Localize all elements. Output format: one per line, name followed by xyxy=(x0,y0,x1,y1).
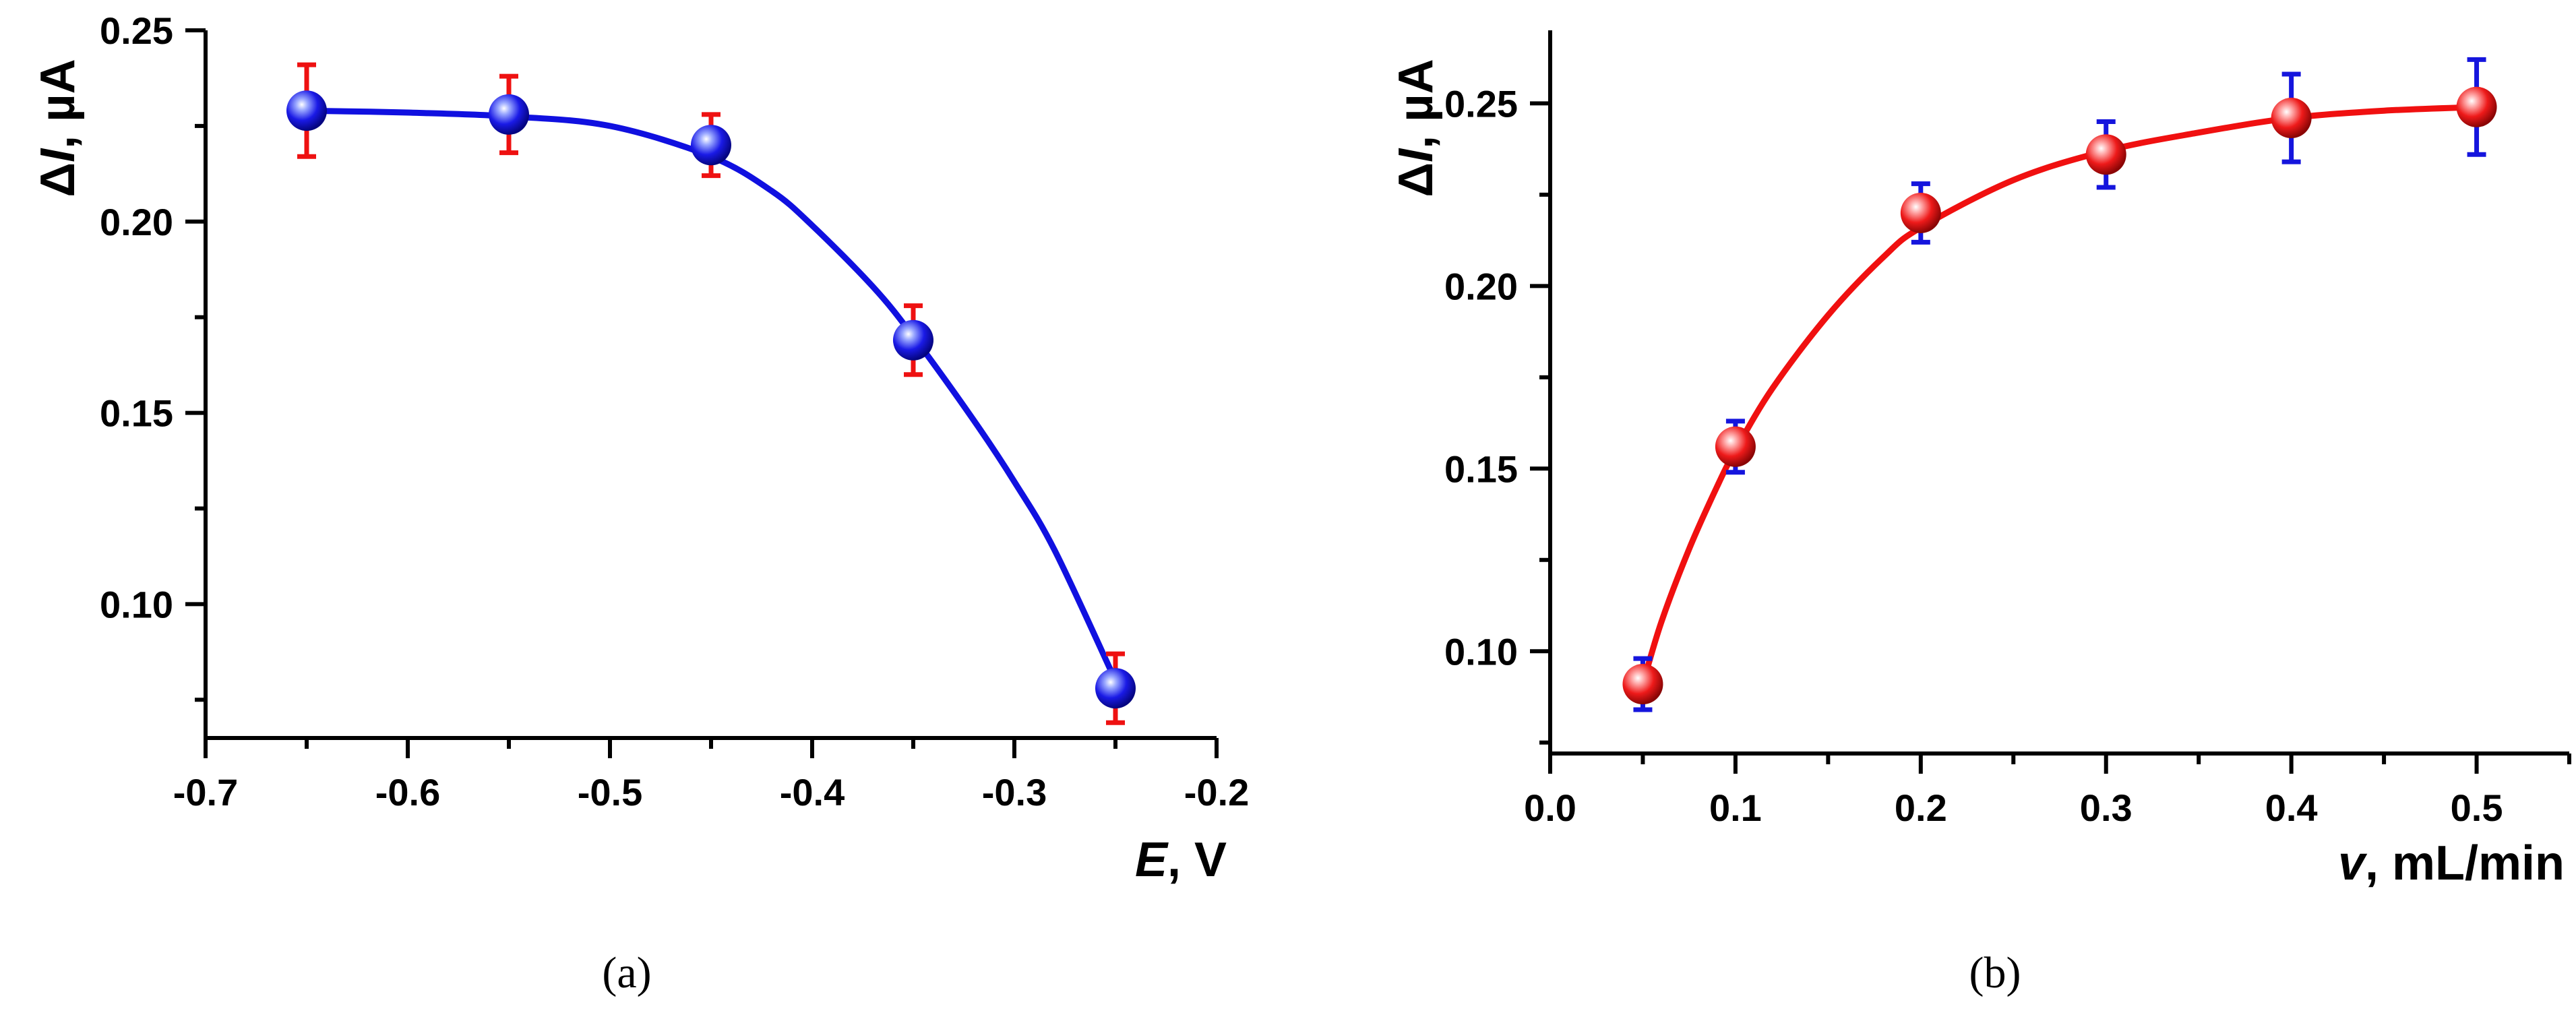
y-tick-label: 0.10 xyxy=(1444,630,1518,673)
y-tick-label: 0.15 xyxy=(1444,448,1518,490)
data-point xyxy=(1095,668,1136,709)
data-point xyxy=(1900,192,1941,233)
x-tick-label: 0.2 xyxy=(1895,787,1947,829)
y-tick-label: 0.25 xyxy=(100,9,173,52)
x-axis-title-a: E, V xyxy=(1135,833,1227,887)
x-tick-label: 0.4 xyxy=(2265,787,2318,829)
y-tick-label: 0.25 xyxy=(1444,82,1518,125)
data-point xyxy=(1622,664,1663,705)
x-tick-label: 0.5 xyxy=(2451,787,2503,829)
data-point xyxy=(2456,86,2497,127)
y-tick-label: 0.10 xyxy=(100,583,173,625)
data-point xyxy=(489,94,529,135)
data-point xyxy=(691,125,731,166)
caption-a: (a) xyxy=(602,948,651,997)
x-tick-label: -0.7 xyxy=(173,771,239,813)
data-point xyxy=(2271,98,2312,139)
data-point xyxy=(893,319,933,361)
x-tick-label: 0.3 xyxy=(2080,787,2133,829)
caption-b: (b) xyxy=(1969,948,2021,997)
x-tick-label: -0.6 xyxy=(375,771,441,813)
x-axis-title-b: v, mL/min xyxy=(2338,836,2565,890)
data-point xyxy=(2085,134,2126,175)
y-tick-label: 0.20 xyxy=(1444,265,1518,307)
y-axis-title-a: ΔI, µA xyxy=(31,59,85,197)
chart-panel-a: -0.7 -0.6 -0.5 -0.4 -0.3 -0.2 0.10 0.15 0.20 0.25… xyxy=(31,9,1249,997)
x-tick-label: 0.0 xyxy=(1524,787,1576,829)
x-tick-label: -0.3 xyxy=(982,771,1047,813)
x-tick-label: -0.2 xyxy=(1184,771,1250,813)
fit-curve xyxy=(306,107,1119,682)
y-tick-label: 0.20 xyxy=(100,201,173,243)
y-axis-title-b: ΔI, µA xyxy=(1389,59,1443,197)
chart-panel-b: 0.0 0.1 0.2 0.3 0.4 0.5 0.10 0.15 0.20 0.25 ΔI, µ… xyxy=(1389,30,2571,997)
data-point xyxy=(1715,426,1756,467)
x-tick-label: -0.4 xyxy=(780,771,845,813)
x-tick-label: -0.5 xyxy=(578,771,643,813)
data-point xyxy=(286,90,327,131)
y-tick-label: 0.15 xyxy=(100,392,173,435)
fit-curve xyxy=(1640,104,2477,685)
x-tick-label: 0.1 xyxy=(1709,787,1762,829)
